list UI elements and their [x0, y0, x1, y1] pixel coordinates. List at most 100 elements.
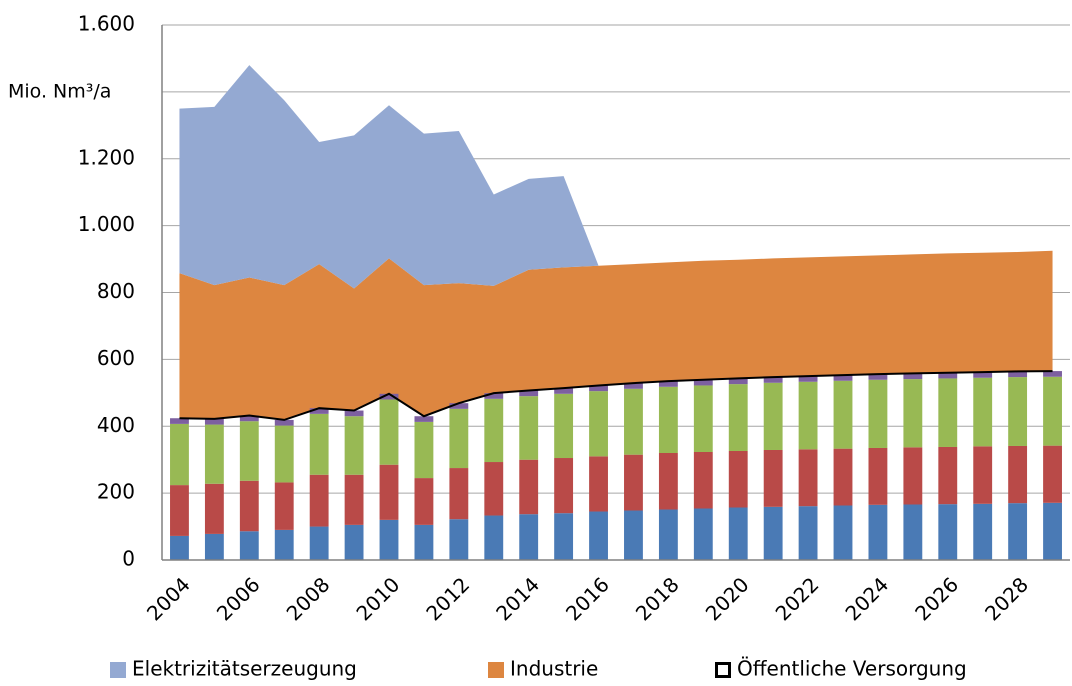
bar — [693, 451, 713, 509]
bar — [1043, 376, 1062, 446]
bar — [763, 377, 783, 383]
bar — [624, 454, 643, 511]
bar — [554, 393, 574, 459]
legend-marker — [488, 662, 504, 678]
bar — [379, 393, 399, 400]
bar — [658, 453, 678, 510]
bar — [170, 535, 189, 560]
bar — [274, 482, 294, 530]
y-tick-label: 1.200 — [78, 145, 135, 169]
bar — [204, 533, 224, 560]
bar — [414, 478, 434, 525]
bar — [344, 410, 364, 417]
bar — [728, 450, 748, 508]
bar — [484, 398, 504, 463]
bar — [624, 388, 643, 455]
bar — [868, 504, 888, 560]
bar — [309, 474, 329, 527]
bar — [1008, 371, 1028, 378]
bar — [554, 513, 574, 560]
bar — [763, 382, 783, 450]
bar — [344, 524, 364, 560]
bar — [274, 425, 294, 483]
bar — [763, 449, 783, 507]
bar — [798, 381, 818, 450]
bar — [798, 506, 818, 560]
bar — [798, 449, 818, 507]
bar — [938, 378, 958, 447]
bar — [204, 424, 224, 484]
bar — [903, 373, 923, 380]
bar — [379, 464, 399, 520]
bar — [344, 474, 364, 525]
bar — [1008, 503, 1028, 560]
bar — [1008, 445, 1028, 504]
bar — [658, 509, 678, 560]
y-tick-label: 1.600 — [78, 12, 135, 36]
bar — [1043, 371, 1062, 377]
x-tick-label: 2016 — [561, 572, 614, 625]
y-tick-label: 1.000 — [78, 212, 135, 236]
bar — [833, 375, 853, 381]
y-tick-label: 0 — [122, 547, 135, 571]
y-tick-label: 600 — [97, 346, 135, 370]
x-tick-label: 2022 — [771, 572, 824, 625]
bar — [624, 383, 643, 389]
x-tick-label: 2018 — [631, 572, 684, 625]
bar — [833, 505, 853, 560]
bar — [728, 384, 748, 451]
bar — [239, 415, 259, 422]
bar — [728, 378, 748, 385]
bar — [868, 379, 888, 448]
bar — [658, 381, 678, 387]
bar — [693, 379, 713, 386]
bar — [309, 526, 329, 560]
bar — [938, 372, 958, 379]
bar — [484, 393, 504, 399]
x-tick-label: 2026 — [910, 572, 963, 625]
bar — [344, 416, 364, 475]
bar — [414, 421, 434, 479]
bar — [449, 403, 469, 409]
bar — [484, 462, 504, 516]
bar — [379, 519, 399, 560]
bar — [728, 507, 748, 560]
bar — [519, 514, 539, 560]
legend-label: Öffentliche Versorgung — [737, 657, 967, 681]
bar — [204, 418, 224, 425]
bar — [239, 480, 259, 532]
bar — [414, 416, 434, 422]
bar — [414, 524, 434, 560]
area — [179, 250, 1053, 420]
bar — [903, 504, 923, 560]
bar — [763, 506, 783, 560]
bar — [868, 447, 888, 505]
bar — [379, 399, 399, 465]
bar — [868, 374, 888, 380]
y-tick-label: 800 — [97, 279, 135, 303]
bar — [554, 388, 574, 394]
bar — [449, 408, 469, 469]
bar — [798, 376, 818, 382]
bar — [309, 408, 329, 414]
x-tick-label: 2020 — [701, 572, 754, 625]
bar — [519, 459, 539, 515]
legend-label: Industrie — [510, 657, 598, 681]
bar — [973, 372, 993, 378]
bar — [938, 446, 958, 505]
bar — [519, 396, 539, 460]
bar — [973, 446, 993, 504]
x-tick-label: 2028 — [980, 572, 1033, 625]
bar — [484, 515, 504, 560]
legend-marker — [110, 662, 126, 678]
x-tick-label: 2006 — [212, 572, 265, 625]
line — [179, 370, 1053, 421]
bar — [1043, 502, 1062, 560]
x-tick-label: 2024 — [840, 572, 893, 625]
bar — [449, 468, 469, 520]
bar — [693, 385, 713, 452]
x-tick-label: 2008 — [282, 572, 335, 625]
area — [179, 65, 599, 289]
bar — [589, 391, 608, 457]
